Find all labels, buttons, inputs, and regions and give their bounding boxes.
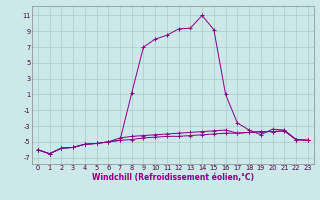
X-axis label: Windchill (Refroidissement éolien,°C): Windchill (Refroidissement éolien,°C) xyxy=(92,173,254,182)
